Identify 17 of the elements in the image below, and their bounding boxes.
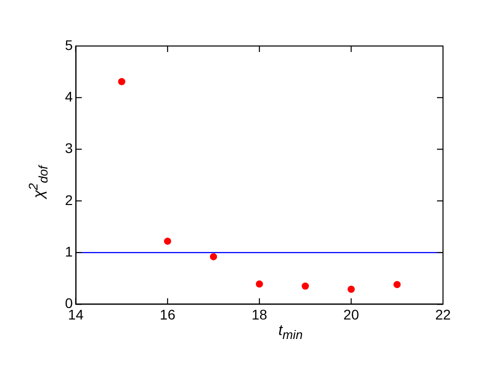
x-axis-title: t$_{min}$	[277, 322, 304, 342]
y-tick-label: 5	[64, 36, 73, 53]
y-tick-label: 2	[64, 192, 73, 208]
y-tick-label: 3	[64, 140, 73, 156]
point	[394, 281, 401, 288]
point	[210, 253, 217, 260]
y-tick-label: 4	[64, 88, 73, 104]
y-tick-label: 1	[64, 243, 73, 260]
x-tick-label: 16	[160, 306, 176, 322]
x-tick-label: 22	[435, 306, 451, 322]
x-tick-label: 20	[343, 306, 360, 322]
point	[348, 286, 355, 293]
point	[302, 282, 309, 290]
point	[164, 238, 172, 245]
point	[118, 78, 126, 86]
x-tick-label: 18	[252, 306, 268, 322]
point	[256, 280, 263, 288]
